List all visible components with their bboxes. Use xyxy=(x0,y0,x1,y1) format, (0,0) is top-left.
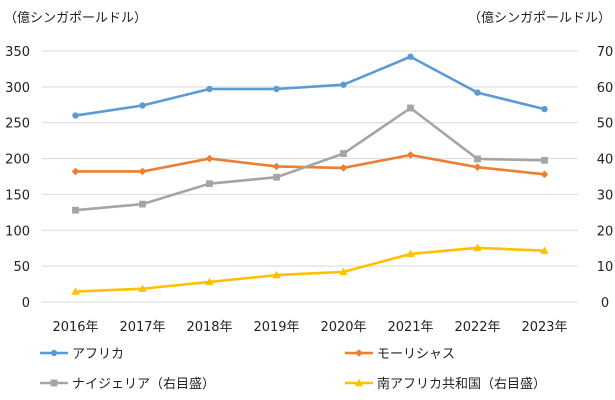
data-point xyxy=(541,156,548,164)
legend-marker xyxy=(354,378,364,387)
data-point xyxy=(340,150,347,157)
left-tick-label: 250 xyxy=(5,117,30,132)
series-line xyxy=(75,106,545,212)
left-axis-title: （億シンガポールドル） xyxy=(4,10,147,26)
x-tick-label: 2016年 xyxy=(52,320,98,335)
data-point xyxy=(339,164,348,172)
data-point xyxy=(406,151,415,159)
data-point xyxy=(540,170,549,179)
legend-label: ナイジェリア（右目盛） xyxy=(72,377,215,392)
data-point xyxy=(473,163,482,171)
data-point xyxy=(473,243,482,252)
legend-entry: ナイジェリア（右目盛） xyxy=(40,377,215,392)
right-tick-label: 60 xyxy=(597,81,614,96)
right-tick-label: 40 xyxy=(597,153,614,168)
left-tick-label: 50 xyxy=(13,260,30,275)
legend-marker xyxy=(355,349,363,357)
data-point xyxy=(273,85,280,93)
left-axis-ticks: 0 50 100 150 200 250 300 350 xyxy=(5,45,30,311)
legend-label: アフリカ xyxy=(72,347,124,362)
right-tick-label: 0 xyxy=(601,296,609,311)
legend-entry: モーリシャス xyxy=(345,347,455,362)
left-tick-label: 100 xyxy=(5,224,30,239)
legend-marker xyxy=(50,379,58,387)
data-point xyxy=(139,102,146,109)
series-layer xyxy=(71,53,549,295)
data-point xyxy=(407,104,414,112)
data-point xyxy=(72,112,79,119)
data-point xyxy=(71,287,80,295)
x-tick-label: 2020年 xyxy=(320,320,366,335)
series-1 xyxy=(72,53,548,119)
data-point xyxy=(206,180,213,188)
legend-entry: アフリカ xyxy=(40,347,124,362)
right-tick-label: 20 xyxy=(597,224,614,239)
data-point xyxy=(206,85,213,93)
data-point xyxy=(139,200,146,208)
series-line xyxy=(75,153,545,176)
right-tick-label: 10 xyxy=(597,260,614,275)
legend-entry: 南アフリカ共和国（右目盛） xyxy=(345,376,546,392)
legend-marker xyxy=(50,349,58,357)
series-3 xyxy=(72,104,548,214)
data-point xyxy=(138,284,147,292)
data-point xyxy=(273,173,280,181)
data-point xyxy=(272,162,281,171)
data-point xyxy=(541,105,548,113)
data-point xyxy=(540,246,549,254)
data-point xyxy=(71,167,80,176)
x-axis-ticks: 2016年 2017年 2018年 2019年 2020年 2021年 2022年 2023年 xyxy=(52,320,567,335)
x-tick-label: 2017年 xyxy=(119,320,165,335)
left-tick-label: 350 xyxy=(5,45,30,60)
data-point xyxy=(474,89,481,96)
data-point xyxy=(339,267,348,276)
x-tick-label: 2023年 xyxy=(521,320,567,335)
right-tick-label: 70 xyxy=(597,45,614,60)
right-axis-title: （億シンガポールドル） xyxy=(468,10,611,26)
right-axis-ticks: 0 10 20 30 40 50 60 70 xyxy=(597,45,614,311)
left-tick-label: 200 xyxy=(5,153,30,168)
legend-label: 南アフリカ共和国（右目盛） xyxy=(377,376,546,392)
x-tick-label: 2018年 xyxy=(186,320,232,335)
data-point xyxy=(406,249,415,258)
data-point xyxy=(205,277,214,286)
data-point xyxy=(205,154,214,163)
legend-label: モーリシャス xyxy=(377,347,455,362)
x-tick-label: 2022年 xyxy=(454,320,500,335)
data-point xyxy=(474,155,481,163)
data-point xyxy=(72,206,79,214)
x-tick-label: 2021年 xyxy=(387,320,433,335)
gridlines xyxy=(42,50,578,303)
data-point xyxy=(407,53,414,60)
left-tick-label: 0 xyxy=(22,296,30,311)
series-2 xyxy=(71,151,549,179)
series-4 xyxy=(71,243,549,295)
data-point xyxy=(138,167,147,176)
left-tick-label: 300 xyxy=(5,81,30,96)
right-tick-label: 30 xyxy=(597,188,614,203)
data-point xyxy=(340,81,347,88)
data-point xyxy=(272,270,281,279)
left-tick-label: 150 xyxy=(5,188,30,203)
series-line xyxy=(75,246,545,293)
series-line xyxy=(75,55,545,117)
x-tick-label: 2019年 xyxy=(253,320,299,335)
right-tick-label: 50 xyxy=(597,117,614,132)
